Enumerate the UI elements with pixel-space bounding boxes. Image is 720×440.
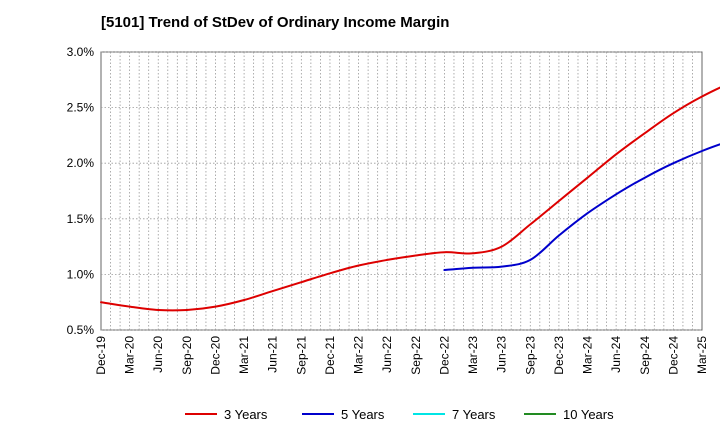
x-tick-label: Sep-23 (523, 336, 537, 375)
x-tick-label: Jun-22 (380, 336, 394, 373)
x-tick-label: Jun-20 (151, 336, 165, 373)
x-tick-label: Dec-21 (323, 336, 337, 375)
y-tick-label: 3.0% (67, 45, 95, 59)
y-tick-label: 2.5% (67, 101, 95, 115)
x-tick-label: Mar-23 (466, 336, 480, 374)
x-tick-label: Mar-25 (695, 336, 709, 374)
y-tick-label: 2.0% (67, 156, 95, 170)
chart-title: [5101] Trend of StDev of Ordinary Income… (101, 14, 450, 31)
legend-label-3-years: 3 Years (224, 407, 268, 422)
y-tick-label: 1.5% (67, 212, 95, 226)
x-tick-label: Dec-24 (666, 336, 680, 375)
x-tick-label: Jun-21 (266, 336, 280, 373)
y-tick-label: 1.0% (67, 267, 95, 281)
x-tick-label: Dec-22 (437, 336, 451, 375)
axis-layer: 0.5% 1.0% 1.5% 2.0% 2.5% 3.0% Dec-19 Mar-20 Jun-… (67, 45, 709, 375)
series-line-5-years (443, 143, 720, 271)
legend-label-10-years: 10 Years (563, 407, 614, 422)
legend-label-7-years: 7 Years (452, 407, 496, 422)
legend-label-5-years: 5 Years (341, 407, 385, 422)
x-tick-label: Mar-22 (352, 336, 366, 374)
x-tick-label: Jun-23 (495, 336, 509, 373)
x-tick-label: Dec-19 (94, 336, 108, 375)
x-tick-label: Mar-21 (237, 336, 251, 374)
x-tick-label: Jun-24 (609, 336, 623, 373)
y-tick-label: 0.5% (67, 323, 95, 337)
plot-area (100, 51, 703, 331)
x-tick-label: Sep-24 (638, 336, 652, 375)
x-tick-label: Sep-22 (409, 336, 423, 375)
x-tick-label: Mar-24 (581, 336, 595, 374)
grid-layer (100, 51, 703, 331)
legend-layer: 3 Years 5 Years 7 Years 10 Years (185, 407, 614, 422)
x-tick-label: Dec-23 (552, 336, 566, 375)
x-tick-label: Sep-21 (294, 336, 308, 375)
x-tick-label: Mar-20 (123, 336, 137, 374)
series-line-3-years (100, 86, 720, 312)
series-layer (100, 86, 720, 312)
x-tick-label: Dec-20 (208, 336, 222, 375)
x-tick-label: Sep-20 (180, 336, 194, 375)
